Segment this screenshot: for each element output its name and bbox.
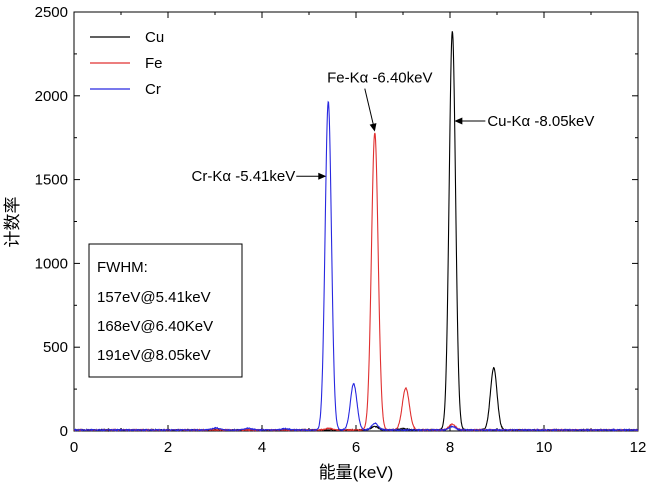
series-line-cr xyxy=(73,100,639,432)
annotation-label: Cu-Kα -8.05keV xyxy=(487,113,594,130)
fwhm-line-cu: 191eV@8.05keV xyxy=(97,347,211,364)
y-tick-label: 500 xyxy=(43,339,68,356)
fwhm-line-fe: 168eV@6.40KeV xyxy=(97,318,213,335)
axis-ticks: 0 2 4 6 8 10 12 0 500 1000 1500 2000 2500 xyxy=(35,4,647,456)
legend-label-fe: Fe xyxy=(145,55,163,72)
annotation-arrow xyxy=(364,88,375,127)
annotation-arrowhead xyxy=(318,172,327,180)
annotation-label: Cr-Kα -5.41keV xyxy=(192,168,296,185)
x-tick-label: 0 xyxy=(70,439,78,456)
y-axis-title: 计数率 xyxy=(3,197,22,248)
x-tick-label: 4 xyxy=(258,439,266,456)
x-axis-title: 能量(keV) xyxy=(319,463,394,482)
fwhm-box: FWHM: 157eV@5.41keV 168eV@6.40KeV 191eV@… xyxy=(88,243,243,378)
legend: Cu Fe Cr xyxy=(90,29,164,98)
fwhm-line-cr: 157eV@5.41keV xyxy=(97,289,211,306)
peak-annotations: Cr-Kα -5.41keV Fe-Kα -6.40keV Cu-Kα -8.05k… xyxy=(192,70,595,186)
x-tick-label: 12 xyxy=(630,439,647,456)
y-tick-label: 0 xyxy=(60,423,68,440)
y-tick-label: 2000 xyxy=(35,88,68,105)
legend-label-cu: Cu xyxy=(145,29,164,46)
annotation-label: Fe-Kα -6.40keV xyxy=(327,70,432,87)
x-tick-label: 6 xyxy=(352,439,360,456)
y-tick-label: 2500 xyxy=(35,4,68,21)
fwhm-box-frame xyxy=(88,243,243,378)
x-tick-label: 10 xyxy=(536,439,553,456)
annotation-arrowhead xyxy=(454,117,463,125)
annotation-arrowhead xyxy=(369,123,377,132)
x-tick-label: 8 xyxy=(446,439,454,456)
y-tick-label: 1000 xyxy=(35,255,68,272)
fwhm-title: FWHM: xyxy=(97,259,148,276)
y-tick-label: 1500 xyxy=(35,172,68,189)
x-tick-label: 2 xyxy=(164,439,172,456)
series-layer xyxy=(73,31,639,432)
legend-label-cr: Cr xyxy=(145,81,161,98)
